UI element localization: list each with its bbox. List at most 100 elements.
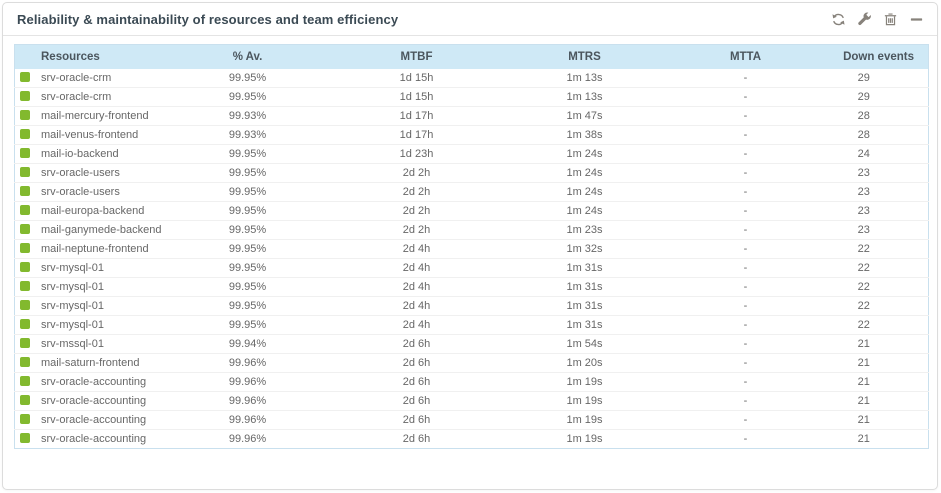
resource-name: srv-oracle-users [41,186,120,198]
cell-mtta: - [656,220,835,240]
status-ok-icon [20,281,30,291]
table-row: srv-oracle-users 99.95% 2d 2h 1m 24s -23 [14,182,929,202]
cell-mtrs: 1m 54s [512,334,657,354]
widget-toolbar [830,3,924,36]
cell-mtta: - [656,410,835,430]
cell-mtbf: 1d 15h [320,68,513,88]
trash-icon[interactable] [882,12,898,28]
status-ok-icon [20,91,30,101]
cell-mtta: - [656,391,835,411]
refresh-icon[interactable] [830,12,846,28]
cell-mtbf: 2d 6h [320,391,513,411]
status-ok-icon [20,414,30,424]
cell-mtta: - [656,163,835,183]
column-header-resource: Resources [14,44,175,69]
cell-availability: 99.94% [174,334,321,354]
cell-resource: mail-mercury-frontend [14,106,175,126]
table-row: srv-mysql-01 99.95% 2d 4h 1m 31s -22 [14,296,929,316]
cell-down_events: 21 [857,433,870,445]
cell-resource: mail-europa-backend [14,201,175,221]
cell-availability: 99.95% [174,144,321,164]
cell-mtta: - [743,433,748,445]
cell-mtta: - [656,182,835,202]
reliability-table-container: Resources% Av. MTBF MTRS MTTA Down events sr… [14,44,929,449]
resource-name: mail-neptune-frontend [41,243,149,255]
cell-mtbf: 1d 23h [320,144,513,164]
cell-mtbf: 2d 6h [320,353,513,373]
status-ok-icon [20,167,30,177]
cell-down_events: 23 [834,163,929,183]
cell-mtbf: 2d 2h [320,163,513,183]
table-row: srv-oracle-accounting 99.96% 2d 6h 1m 19s -2… [14,391,929,411]
cell-availability: 99.95% [174,315,321,335]
cell-mtrs: 1m 20s [512,353,657,373]
cell-availability: 99.96% [174,410,321,430]
cell-resource: mail-io-backend [14,144,175,164]
cell-down_events: 29 [834,87,929,107]
cell-resource: srv-oracle-users [14,182,175,202]
cell-resource: srv-mysql-01 [14,277,175,297]
cell-resource: srv-oracle-accounting [14,410,175,430]
cell-availability: 99.93% [174,125,321,145]
table-row: srv-oracle-crm 99.95% 1d 15h 1m 13s -29 [14,87,929,107]
resource-name: srv-oracle-crm [41,71,112,84]
cell-availability: 99.95% [174,68,321,88]
resource-name: srv-oracle-accounting [41,433,147,445]
cell-resource: srv-oracle-accounting [15,430,175,449]
cell-availability: 99.95% [174,277,321,297]
cell-mtbf: 1d 15h [320,87,513,107]
cell-mtta: - [656,315,835,335]
table-row: srv-oracle-accounting 99.96% 2d 6h 1m 19s -2… [14,372,929,392]
cell-mtta: - [656,106,835,126]
cell-mtbf: 2d 6h [320,334,513,354]
cell-mtbf: 2d 2h [320,182,513,202]
cell-availability: 99.95% [174,239,321,259]
status-ok-icon [20,71,30,82]
table-header-row: Resources% Av. MTBF MTRS MTTA Down events [14,44,929,69]
table-row: mail-io-backend 99.95% 1d 23h 1m 24s -24 [14,144,929,164]
cell-mtta: - [656,144,835,164]
cell-mtrs: 1m 24s [512,144,657,164]
cell-mtta: - [656,125,835,145]
cell-mtrs: 1m 19s [512,410,657,430]
table-row: mail-ganymede-backend 99.95% 2d 2h 1m 23s -2… [14,220,929,240]
cell-down_events: 22 [834,277,929,297]
cell-down_events: 21 [834,372,929,392]
cell-mtrs: 1m 32s [512,239,657,259]
table-row: srv-oracle-accounting 99.96% 2d 6h 1m 19s -2… [14,410,929,430]
wrench-icon[interactable] [856,12,872,28]
cell-mtrs: 1m 47s [512,106,657,126]
status-ok-icon [20,186,30,196]
cell-mtbf: 2d 4h [320,315,513,335]
status-ok-icon [20,357,30,367]
cell-mtrs: 1m 38s [512,125,657,145]
cell-resource: srv-mssql-01 [14,334,175,354]
cell-availability: 99.95% [174,201,321,221]
column-header-down_events: Down events [834,44,929,69]
table-row: srv-oracle-users 99.95% 2d 2h 1m 24s -23 [14,163,929,183]
cell-availability: 99.95% [174,163,321,183]
table-row: mail-europa-backend 99.95% 2d 2h 1m 24s -23 [14,201,929,221]
reliability-table: Resources% Av. MTBF MTRS MTTA Down events sr… [14,44,929,449]
minimize-icon[interactable] [908,12,924,28]
status-ok-icon [20,319,30,329]
cell-mtbf: 2d 2h [320,220,513,240]
cell-mtrs: 1m 24s [512,201,657,221]
cell-mtbf: 2d 4h [320,239,513,259]
resource-name: srv-oracle-accounting [41,395,147,407]
column-header-mtrs: MTRS [512,44,657,69]
cell-mtta: - [656,68,835,88]
cell-mtta: - [656,87,835,107]
cell-mtrs: 1m 31s [512,277,657,297]
cell-availability: 99.95% [174,87,321,107]
cell-mtbf: 1d 17h [320,106,513,126]
widget-title: Reliability & maintainability of resourc… [17,11,399,27]
resource-name: srv-oracle-users [41,167,120,179]
cell-down_events: 21 [834,334,929,354]
resource-name: srv-oracle-accounting [41,376,147,388]
cell-down_events: 22 [834,315,929,335]
cell-mtbf: 2d 6h [320,410,513,430]
table-row: mail-neptune-frontend 99.95% 2d 4h 1m 32s -2… [14,239,929,259]
cell-mtbf: 2d 6h [402,433,431,445]
table-row: srv-mysql-01 99.95% 2d 4h 1m 31s -22 [14,315,929,335]
